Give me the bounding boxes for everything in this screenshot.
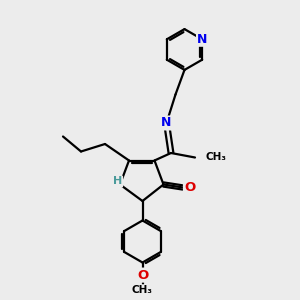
Text: O: O [184, 181, 195, 194]
Text: N: N [161, 116, 172, 130]
Text: CH₃: CH₃ [206, 152, 226, 163]
Text: N: N [197, 33, 207, 46]
Text: O: O [137, 268, 148, 282]
Text: CH₃: CH₃ [132, 285, 153, 295]
Text: H: H [113, 176, 122, 187]
